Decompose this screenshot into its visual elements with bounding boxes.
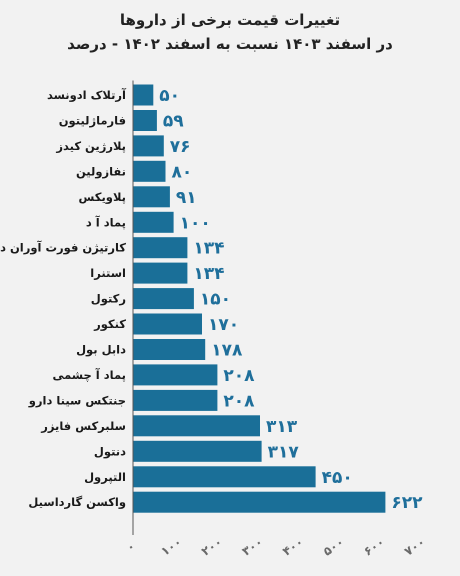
x-tick-label: ۵۰۰ xyxy=(321,535,347,559)
bar xyxy=(133,84,154,106)
category-label: پماد آ د xyxy=(86,215,126,229)
chart-title: تغییرات قیمت برخی از داروها در اسفند ۱۴۰… xyxy=(0,8,460,56)
category-label: کنکور xyxy=(93,317,126,332)
category-label: التپرول xyxy=(84,470,126,485)
category-label: پلاویکس xyxy=(79,190,126,205)
category-label: سلبرکس فایزر xyxy=(40,419,126,433)
category-label: استنرا xyxy=(90,266,126,280)
chart-title-line-1: تغییرات قیمت برخی از داروها xyxy=(119,11,341,29)
x-tick-label: ۶۰۰ xyxy=(361,535,387,559)
x-tick-label: ۴۰۰ xyxy=(280,535,306,559)
value-label: ۷۶ xyxy=(170,137,191,157)
category-label: جنتکس سینا دارو xyxy=(28,393,126,408)
bar xyxy=(133,415,260,437)
value-label: ۹۱ xyxy=(176,188,197,208)
value-label: ۲۰۸ xyxy=(223,366,255,386)
category-label: نفازولین xyxy=(76,164,126,179)
value-label: ۱۷۸ xyxy=(211,341,243,361)
category-label: دنتول xyxy=(94,444,126,459)
bar xyxy=(133,466,316,488)
bar xyxy=(133,339,206,360)
value-label: ۱۳۴ xyxy=(193,239,224,259)
category-label: رکتول xyxy=(91,292,126,307)
category-label: پماد آ چشمی xyxy=(52,368,126,382)
category-label: پلارژین کیدز xyxy=(55,139,126,153)
value-label: ۵۹ xyxy=(163,112,184,132)
bar xyxy=(133,364,218,386)
x-tick-label: ۰ xyxy=(124,539,138,555)
value-label: ۴۵۰ xyxy=(322,468,353,488)
category-label: واکسن گارداسیل xyxy=(28,495,126,510)
bar xyxy=(133,262,188,284)
value-label: ۲۰۸ xyxy=(223,391,255,411)
value-label: ۵۰ xyxy=(159,86,180,106)
bar xyxy=(133,186,170,208)
bar xyxy=(133,160,166,182)
value-label: ۱۳۴ xyxy=(193,264,224,284)
category-label: کارتیژن فورت آوران دارو xyxy=(0,241,126,256)
value-label: ۸۰ xyxy=(172,162,193,182)
bar xyxy=(133,313,202,335)
x-tick-label: ۷۰۰ xyxy=(402,535,428,559)
category-label: دابل بول xyxy=(76,343,126,358)
bar xyxy=(133,135,164,157)
bar xyxy=(133,440,262,462)
value-label: ۱۷۰ xyxy=(208,315,239,335)
bar xyxy=(133,288,194,310)
value-label: ۱۰۰ xyxy=(180,213,211,233)
bar xyxy=(133,389,218,411)
bar xyxy=(133,237,188,259)
x-tick-label: ۱۰۰ xyxy=(158,535,184,559)
x-tick-label: ۲۰۰ xyxy=(199,535,225,559)
x-tick-label: ۳۰۰ xyxy=(239,535,265,559)
category-label: آرتلاک ادونسد xyxy=(47,88,127,103)
value-label: ۳۱۳ xyxy=(266,417,298,437)
value-label: ۶۲۲ xyxy=(391,493,423,513)
value-label: ۳۱۷ xyxy=(268,442,300,462)
bar xyxy=(133,211,174,233)
chart-title-line-2: در اسفند ۱۴۰۳ نسبت به اسفند ۱۴۰۲ - درصد xyxy=(67,35,393,53)
bar xyxy=(133,491,386,513)
bar xyxy=(133,110,157,131)
value-label: ۱۵۰ xyxy=(200,290,231,310)
category-label: فارماژلیتون xyxy=(59,114,126,129)
